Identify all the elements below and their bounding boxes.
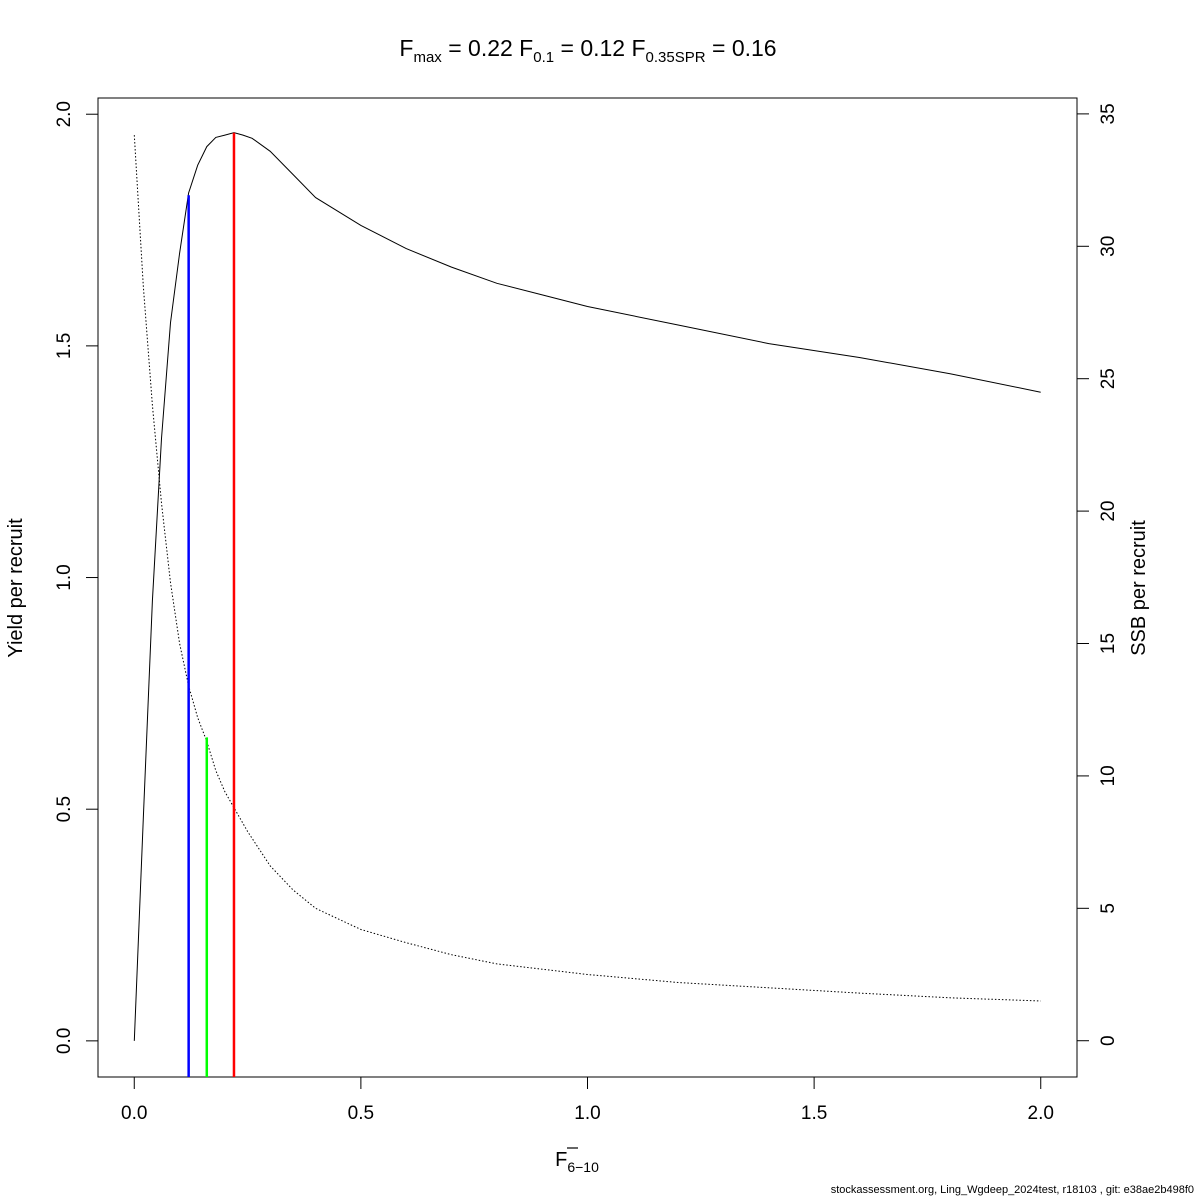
y2-tick-label: 5 xyxy=(1098,903,1119,914)
y2-tick-label: 15 xyxy=(1098,633,1119,654)
x-tick-label: 0.5 xyxy=(348,1103,374,1124)
y-axis-title: Yield per recruit xyxy=(5,518,27,658)
x-axis-title-main: F xyxy=(555,1149,567,1171)
y2-tick-label: 0 xyxy=(1098,1035,1119,1046)
x-axis: 0.0 0.5 1.0 1.5 2.0 xyxy=(121,1076,1054,1124)
y-axis-right: 0 5 10 15 20 25 30 35 xyxy=(1076,103,1119,1046)
series-layer xyxy=(133,132,1041,1041)
series-ssb-line xyxy=(133,135,1041,1002)
y-tick-label: 1.0 xyxy=(54,564,75,590)
x-tick-label: 1.0 xyxy=(574,1103,600,1124)
chart-title: Fmax = 0.22 F0.1 = 0.12 F0.35SPR = 0.16 xyxy=(399,35,776,66)
y-axis-left: 0.0 0.5 1.0 1.5 2.0 xyxy=(54,101,99,1054)
footer-text: stockassessment.org, Ling_Wgdeep_2024tes… xyxy=(830,1184,1194,1196)
y2-tick-label: 35 xyxy=(1098,103,1119,124)
y2-tick-label: 30 xyxy=(1098,236,1119,257)
y-tick-label: 1.5 xyxy=(54,333,75,359)
x-tick-label: 1.5 xyxy=(801,1103,827,1124)
plot-frame xyxy=(97,97,1078,1078)
x-axis-title: F6−10 xyxy=(555,1149,599,1175)
y2-axis-title: SSB per recruit xyxy=(1128,520,1150,656)
x-tick-label: 2.0 xyxy=(1028,1103,1054,1124)
x-axis-title-sub: 6−10 xyxy=(567,1159,599,1175)
title-fmax-value: 0.22 xyxy=(468,35,513,61)
y2-tick-label: 20 xyxy=(1098,501,1119,522)
title-fspr-value: 0.16 xyxy=(732,35,777,61)
y-tick-label: 2.0 xyxy=(54,101,75,127)
title-fmax-sub: max xyxy=(413,49,442,66)
y-tick-label: 0.5 xyxy=(54,796,75,822)
y-tick-label: 0.0 xyxy=(54,1028,75,1054)
x-tick-label: 0.0 xyxy=(121,1103,147,1124)
y2-tick-label: 25 xyxy=(1098,368,1119,389)
title-f01-sub: 0.1 xyxy=(533,49,554,66)
reference-lines xyxy=(187,132,236,1077)
series-yield-line xyxy=(133,132,1041,1041)
title-f01-value: 0.12 xyxy=(580,35,625,61)
title-fspr-sub: 0.35SPR xyxy=(646,49,706,66)
y2-tick-label: 10 xyxy=(1098,765,1119,786)
